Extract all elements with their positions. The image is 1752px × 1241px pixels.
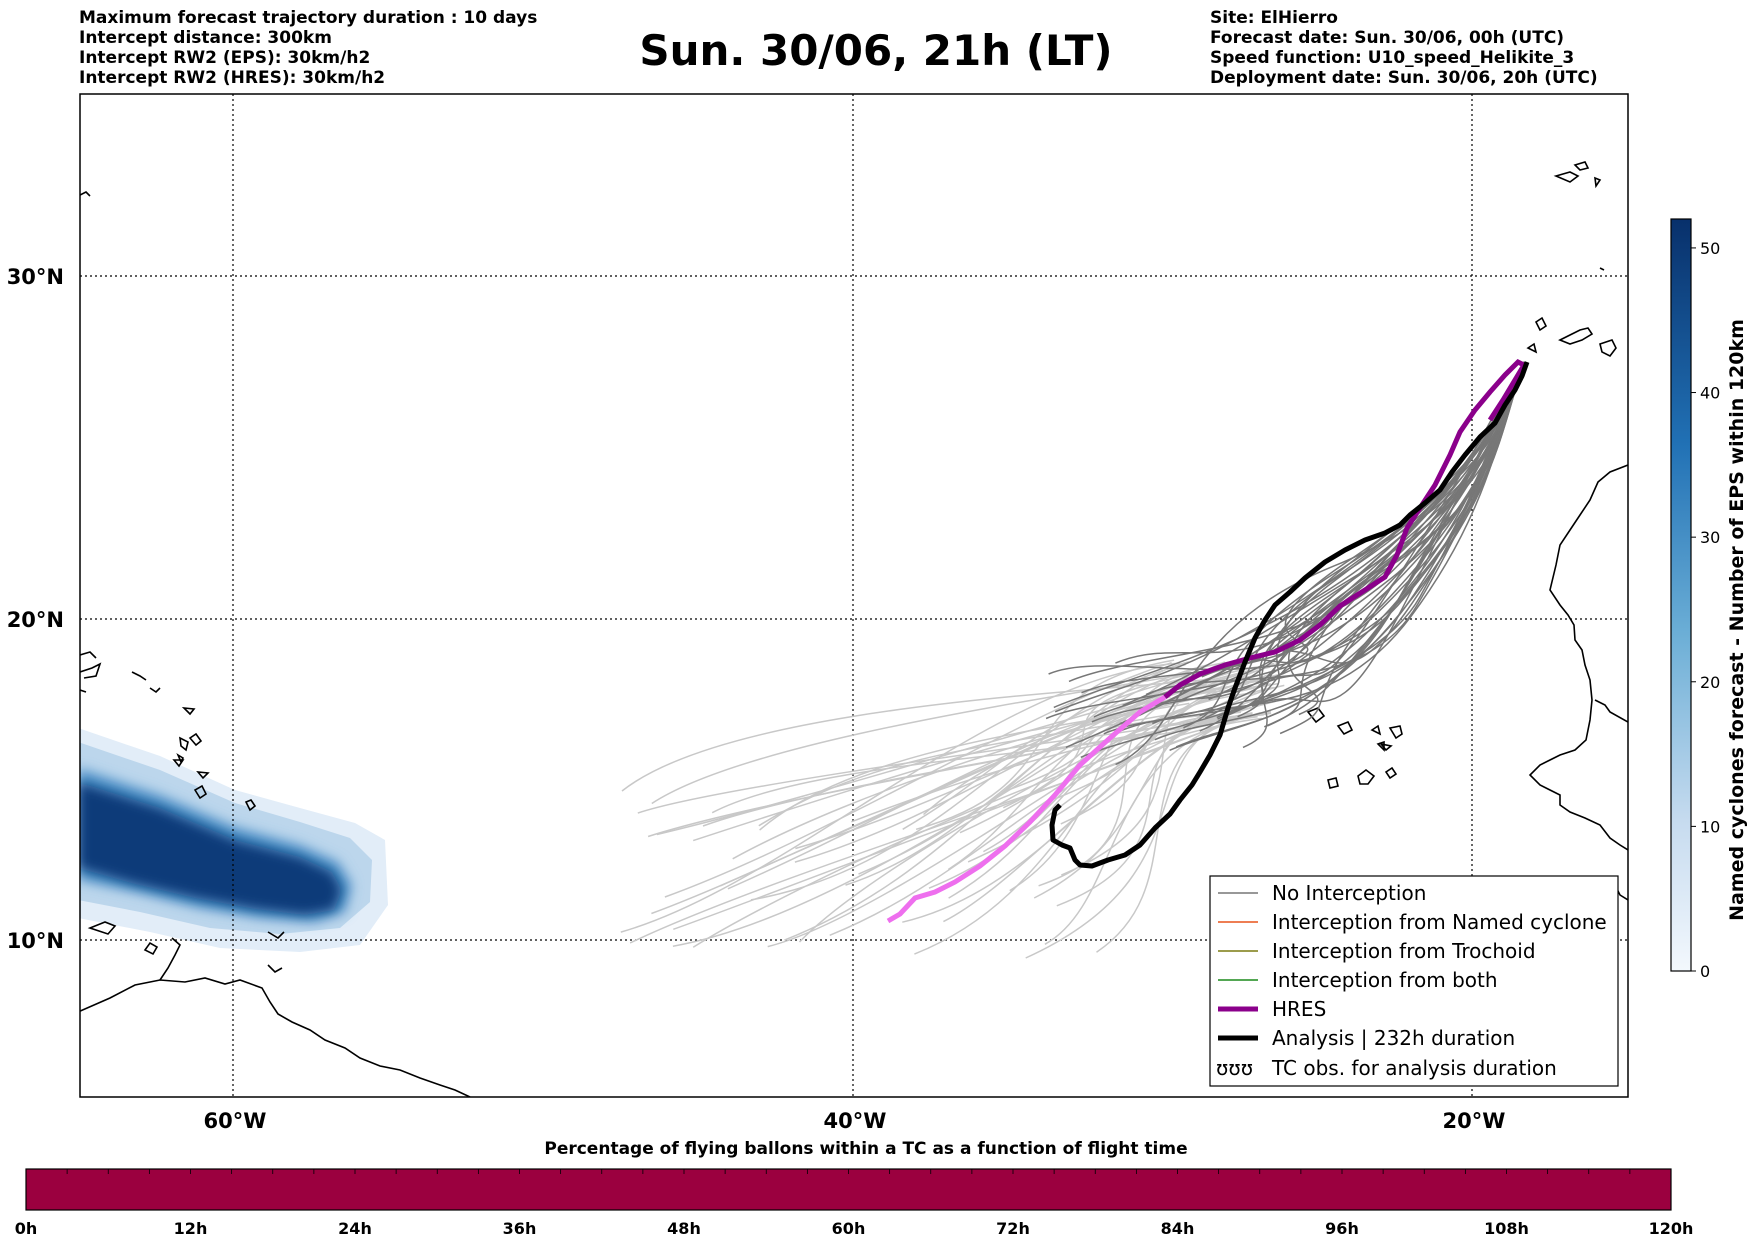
header-right-line-4: Deployment date: Sun. 30/06, 20h (UTC)	[1210, 68, 1598, 88]
eps-trajectory	[1145, 361, 1525, 696]
flight-time-tick-label: 12h	[174, 1219, 208, 1238]
faded-trajectory	[651, 666, 1225, 805]
colorbar-gradient	[1670, 218, 1692, 972]
faded-trajectory	[759, 702, 1190, 831]
y-tick-label-20n: 20°N	[7, 608, 64, 632]
y-tick-label-30n: 30°N	[7, 265, 64, 289]
faded-trajectory	[902, 670, 1213, 830]
hres-trajectory	[886, 358, 1528, 924]
eps-density-area	[80, 728, 388, 952]
legend-item-hres: HRES	[1218, 997, 1326, 1021]
faded-trajectory	[914, 682, 1250, 955]
map-content	[80, 94, 1628, 1097]
x-tick-label-60w: 60°W	[204, 1109, 267, 1133]
coastlines	[80, 161, 1628, 1097]
header-left-line-3: Intercept RW2 (EPS): 30km/h2	[79, 48, 371, 68]
svg-text:Interception from Trochoid: Interception from Trochoid	[1272, 939, 1536, 963]
y-axis: 30°N 20°N 10°N	[7, 265, 64, 953]
colorbar-label: Named cyclones forecast - Number of EPS …	[1726, 319, 1748, 921]
colorbar: 0 10 20 30 40 50 Named cyclones forecast - Nu…	[1670, 218, 1748, 981]
faded-trajectory	[629, 714, 1242, 944]
x-tick-label-20w: 20°W	[1443, 1109, 1506, 1133]
faded-trajectory	[651, 669, 1262, 915]
svg-text:TC obs. for analysis duration: TC obs. for analysis duration	[1271, 1056, 1557, 1080]
colorbar-tick-label: 10	[1700, 817, 1720, 836]
svg-text:Interception from both: Interception from both	[1272, 968, 1498, 992]
header-right-info: Site: ElHierro Forecast date: Sun. 30/06…	[1210, 8, 1598, 88]
flight-time-tick-label: 36h	[503, 1219, 537, 1238]
eps-trajectory	[1237, 361, 1525, 718]
y-tick-label-10n: 10°N	[7, 929, 64, 953]
legend-item-both: Interception from both	[1218, 968, 1498, 992]
eps-trajectory	[1081, 361, 1525, 694]
colorbar-tick-label: 40	[1700, 384, 1720, 403]
flight-time-tick-label: 60h	[832, 1219, 866, 1238]
flight-time-bar: Percentage of flying ballons within a TC…	[15, 1139, 1694, 1238]
faded-trajectory	[727, 696, 1171, 890]
faded-trajectory	[1060, 711, 1241, 825]
flight-time-tick-label: 96h	[1325, 1219, 1359, 1238]
colorbar-tick-label: 20	[1700, 673, 1720, 692]
flight-time-tick-label: 72h	[996, 1219, 1030, 1238]
faded-trajectory	[692, 717, 1262, 948]
colorbar-tick-label: 30	[1700, 528, 1720, 547]
colorbar-tick-label: 0	[1700, 962, 1710, 981]
faded-trajectory	[620, 662, 1181, 933]
legend-item-no-interception: No Interception	[1218, 881, 1426, 905]
flight-time-tick-label: 108h	[1484, 1219, 1529, 1238]
faded-trajectory	[1096, 710, 1272, 953]
tc-obs-symbol: ʊʊʊ	[1216, 1056, 1253, 1080]
flight-time-bar-title: Percentage of flying ballons within a TC…	[544, 1139, 1187, 1159]
header-right-line-3: Speed function: U10_speed_Helikite_3	[1210, 48, 1575, 68]
legend-item-tc-obs: ʊʊʊ TC obs. for analysis duration	[1216, 1056, 1557, 1080]
header-left-line-4: Intercept RW2 (HRES): 30km/h2	[79, 68, 386, 88]
faded-trajectory	[1002, 673, 1190, 809]
eps-trajectory	[1256, 361, 1525, 664]
x-axis: 60°W 40°W 20°W	[204, 1109, 1506, 1133]
svg-text:HRES: HRES	[1272, 997, 1326, 1021]
svg-text:Analysis | 232h duration: Analysis | 232h duration	[1272, 1026, 1515, 1050]
flight-time-tick-label: 84h	[1161, 1219, 1195, 1238]
flight-time-tick-label: 120h	[1649, 1219, 1694, 1238]
legend-item-analysis: Analysis | 232h duration	[1218, 1026, 1515, 1050]
flight-time-tick-label: 48h	[667, 1219, 701, 1238]
header-right-line-2: Forecast date: Sun. 30/06, 00h (UTC)	[1210, 28, 1565, 48]
header-right-line-1: Site: ElHierro	[1210, 8, 1338, 28]
faded-trajectory	[664, 661, 1172, 898]
flight-time-bar-fill	[25, 1168, 1672, 1211]
faded-trajectory	[784, 664, 1209, 941]
svg-text:No Interception: No Interception	[1272, 881, 1426, 905]
legend-item-named-cyclone: Interception from Named cyclone	[1218, 910, 1607, 934]
header-left-line-1: Maximum forecast trajectory duration : 1…	[79, 8, 538, 28]
flight-time-tick-label: 24h	[338, 1219, 372, 1238]
map-frame	[79, 93, 1629, 1098]
colorbar-tick-label: 50	[1700, 239, 1720, 258]
header-left-info: Maximum forecast trajectory duration : 1…	[79, 8, 537, 88]
faded-trajectory	[1025, 712, 1253, 959]
legend: No Interception Interception from Named …	[1209, 875, 1619, 1087]
faded-trajectory	[1056, 714, 1264, 907]
legend-item-trochoid: Interception from Trochoid	[1218, 939, 1536, 963]
svg-text:Interception from Named cyclon: Interception from Named cyclone	[1272, 910, 1607, 934]
page-title: Sun. 30/06, 21h (LT)	[639, 26, 1113, 75]
x-tick-label-40w: 40°W	[824, 1109, 887, 1133]
faded-trajectory	[656, 662, 1280, 836]
flight-time-tick-label: 0h	[15, 1219, 38, 1238]
header-left-line-2: Intercept distance: 300km	[79, 28, 332, 48]
analysis-trajectory	[1049, 361, 1530, 869]
